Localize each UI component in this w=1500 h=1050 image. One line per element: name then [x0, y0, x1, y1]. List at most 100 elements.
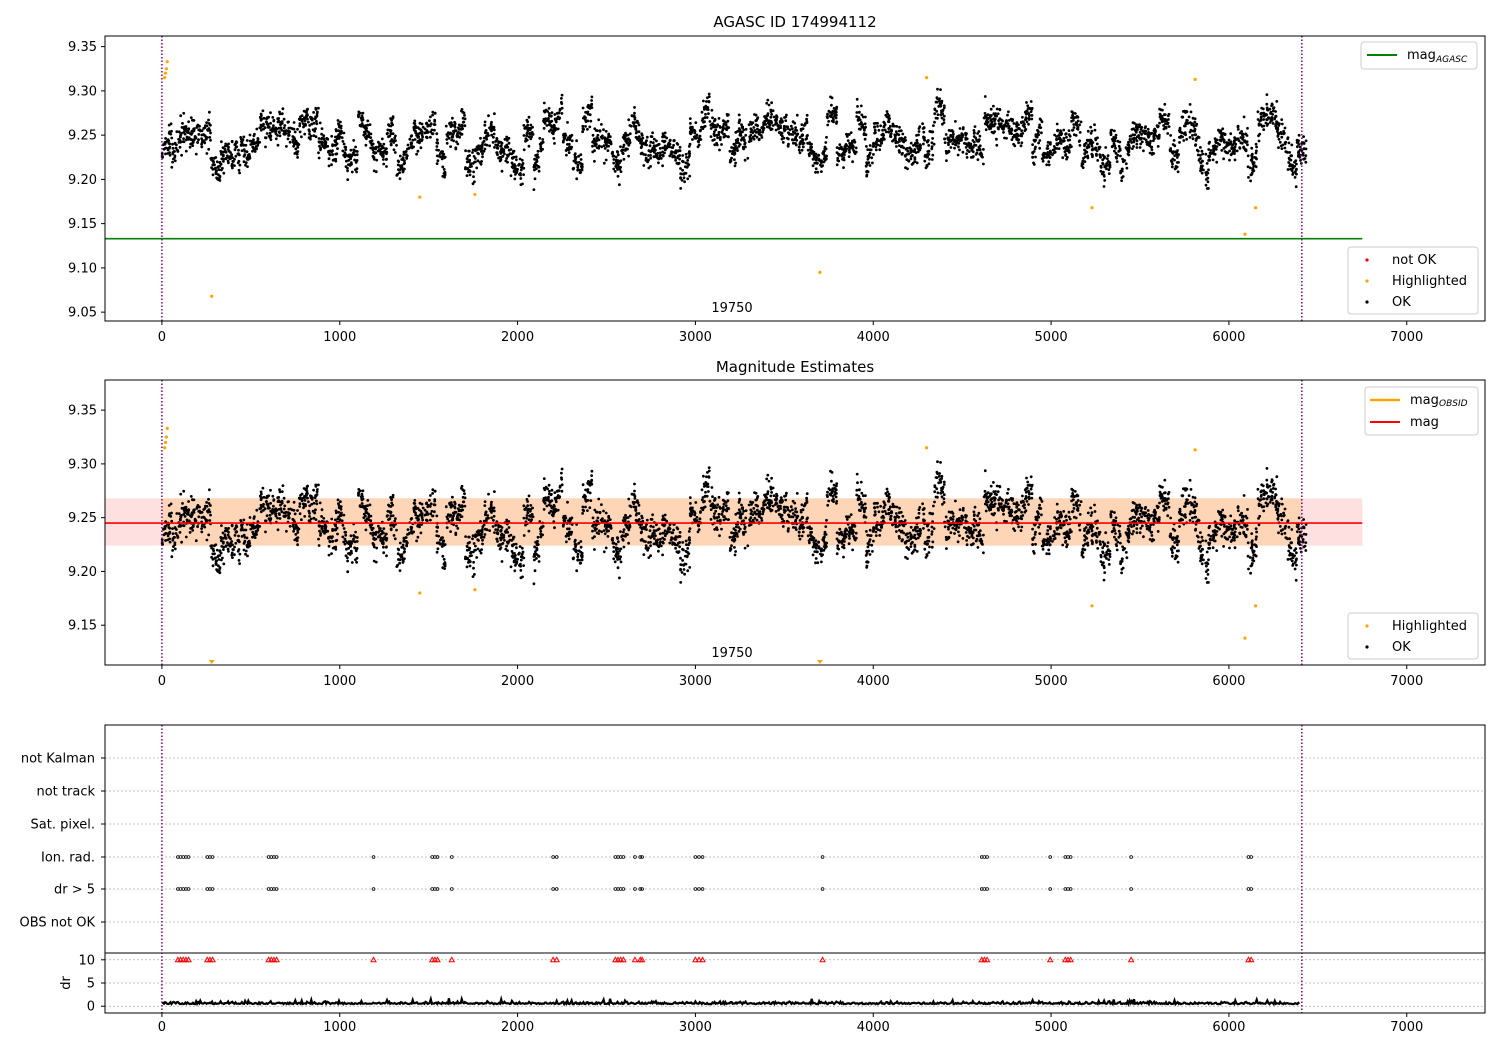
- ok-point: [529, 123, 533, 127]
- ok-point: [183, 511, 187, 515]
- ok-point: [265, 514, 269, 518]
- ok-point: [644, 158, 648, 162]
- ok-point: [440, 150, 443, 154]
- ok-point: [711, 116, 714, 120]
- ok-point: [294, 147, 298, 151]
- ok-point: [678, 145, 682, 149]
- ok-point: [634, 126, 638, 130]
- ok-point: [1002, 131, 1005, 134]
- ok-point: [1178, 135, 1181, 139]
- ok-point: [1083, 143, 1086, 146]
- ok-point: [248, 133, 252, 137]
- ok-point: [1090, 129, 1094, 133]
- ok-point: [1265, 108, 1269, 112]
- ok-point: [514, 173, 517, 176]
- ok-point: [1052, 151, 1056, 155]
- ok-point: [1134, 137, 1138, 140]
- ok-point: [1177, 161, 1180, 164]
- ok-point: [167, 504, 171, 507]
- ok-point: [384, 147, 388, 151]
- ok-point: [1090, 148, 1094, 152]
- ok-point: [463, 124, 467, 128]
- ok-point: [834, 116, 838, 120]
- ok-point: [1218, 138, 1222, 142]
- ok-point: [1130, 127, 1134, 131]
- ok-point: [268, 513, 272, 517]
- ok-point: [1004, 120, 1008, 123]
- ok-point: [450, 135, 454, 139]
- ok-point: [277, 496, 281, 499]
- ok-point: [782, 124, 786, 128]
- ok-point: [428, 119, 431, 123]
- ok-point: [942, 114, 946, 118]
- ok-point: [721, 128, 725, 132]
- ok-point: [234, 145, 238, 149]
- ok-point: [940, 111, 943, 115]
- ok-point: [221, 146, 225, 150]
- ok-point: [1276, 135, 1280, 138]
- ok-point: [408, 531, 411, 535]
- ok-point: [394, 517, 397, 520]
- highlighted-point: [1243, 232, 1247, 236]
- ok-point: [1048, 142, 1052, 145]
- ok-point: [456, 142, 460, 146]
- ok-point: [233, 157, 236, 161]
- ok-point: [835, 105, 839, 109]
- ok-point: [779, 117, 783, 120]
- ok-point: [454, 129, 458, 133]
- ok-point: [671, 155, 674, 159]
- ok-point: [688, 174, 692, 178]
- ok-point: [395, 528, 398, 532]
- ok-point: [998, 123, 1001, 126]
- ok-point: [957, 145, 960, 149]
- ok-point: [168, 540, 172, 544]
- x-tick-label: 3000: [679, 330, 712, 345]
- ok-point: [1038, 126, 1042, 129]
- ok-point: [1084, 150, 1088, 153]
- ok-point: [726, 114, 729, 117]
- ok-point: [1059, 138, 1063, 142]
- ok-point: [993, 114, 997, 117]
- ok-point: [178, 134, 182, 138]
- ok-point: [702, 106, 706, 109]
- ok-point: [226, 541, 229, 545]
- ok-point: [213, 552, 216, 556]
- ok-point: [910, 163, 914, 166]
- ok-point: [237, 548, 241, 551]
- ok-point: [627, 143, 631, 147]
- ok-point: [1067, 149, 1071, 153]
- ok-point: [621, 152, 625, 156]
- ok-point: [741, 130, 744, 134]
- ok-point: [1180, 115, 1184, 119]
- ok-point: [1045, 152, 1049, 156]
- ok-point: [401, 546, 405, 549]
- ok-point: [826, 123, 830, 127]
- ok-point: [526, 126, 530, 130]
- ok-point: [248, 541, 252, 545]
- ok-point: [457, 131, 460, 134]
- ok-point: [1112, 135, 1116, 139]
- ok-point: [996, 112, 1000, 116]
- ok-point: [421, 518, 424, 522]
- ok-point: [429, 518, 432, 522]
- ok-point: [689, 128, 693, 132]
- ok-point: [918, 125, 922, 129]
- ok-point: [253, 532, 257, 536]
- ok-point: [347, 155, 350, 158]
- ok-point: [718, 148, 721, 152]
- ok-point: [649, 165, 652, 168]
- ok-point: [189, 495, 193, 498]
- ok-point: [681, 159, 684, 163]
- y-tick-label: 9.20: [68, 173, 97, 188]
- ok-point: [214, 559, 218, 563]
- ok-point: [390, 138, 394, 141]
- ok-point: [380, 137, 384, 141]
- ok-point: [799, 129, 803, 132]
- ok-point: [1082, 156, 1085, 160]
- ok-point: [487, 114, 490, 118]
- ok-point: [234, 526, 238, 530]
- chart2-title: Magnitude Estimates: [716, 358, 874, 376]
- ok-point: [209, 138, 212, 142]
- ok-point: [717, 133, 721, 137]
- ok-point: [675, 142, 679, 145]
